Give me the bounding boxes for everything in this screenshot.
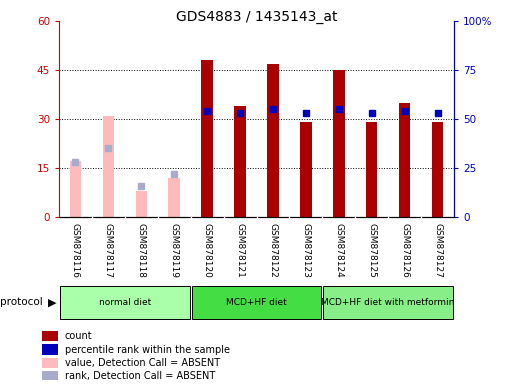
Text: value, Detection Call = ABSENT: value, Detection Call = ABSENT [65, 358, 220, 368]
Text: GSM878125: GSM878125 [367, 223, 376, 278]
Bar [432, 122, 443, 217]
FancyBboxPatch shape [323, 286, 453, 319]
Text: GSM878122: GSM878122 [268, 223, 278, 278]
Bar [168, 178, 180, 217]
Text: GSM878120: GSM878120 [203, 223, 212, 278]
Text: percentile rank within the sample: percentile rank within the sample [65, 344, 230, 354]
Bar [267, 64, 279, 217]
Text: GSM878121: GSM878121 [235, 223, 245, 278]
Bar [70, 162, 81, 217]
Text: count: count [65, 331, 92, 341]
Text: MCD+HF diet: MCD+HF diet [226, 298, 287, 307]
Bar [135, 191, 147, 217]
Text: normal diet: normal diet [98, 298, 151, 307]
FancyBboxPatch shape [60, 286, 190, 319]
FancyBboxPatch shape [192, 286, 321, 319]
Bar [300, 122, 311, 217]
Text: rank, Detection Call = ABSENT: rank, Detection Call = ABSENT [65, 371, 215, 381]
Text: GSM878124: GSM878124 [334, 223, 343, 278]
Bar [43, 358, 58, 368]
Text: GDS4883 / 1435143_at: GDS4883 / 1435143_at [176, 10, 337, 23]
Bar [43, 344, 58, 355]
Text: GSM878126: GSM878126 [400, 223, 409, 278]
Bar [333, 70, 345, 217]
Text: ▶: ▶ [48, 297, 56, 308]
Text: GSM878116: GSM878116 [71, 223, 80, 278]
Text: MCD+HF diet with metformin: MCD+HF diet with metformin [322, 298, 455, 307]
Bar [103, 116, 114, 217]
Text: GSM878123: GSM878123 [301, 223, 310, 278]
Bar [202, 60, 213, 217]
Text: protocol: protocol [0, 297, 43, 308]
Bar [366, 122, 378, 217]
Text: GSM878118: GSM878118 [137, 223, 146, 278]
Bar [43, 371, 58, 382]
Bar [399, 103, 410, 217]
Text: GSM878117: GSM878117 [104, 223, 113, 278]
Text: GSM878119: GSM878119 [170, 223, 179, 278]
Bar [43, 331, 58, 341]
Bar [234, 106, 246, 217]
Text: GSM878127: GSM878127 [433, 223, 442, 278]
